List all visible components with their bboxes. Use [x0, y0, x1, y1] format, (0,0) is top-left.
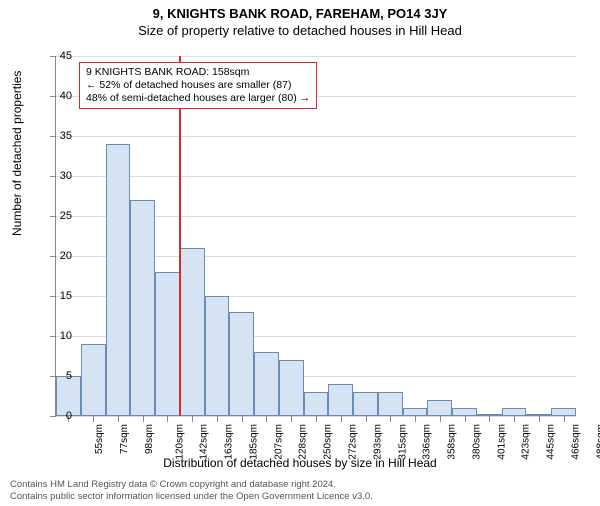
x-tick [366, 416, 367, 422]
histogram-bar [180, 248, 205, 416]
x-tick-label: 228sqm [298, 424, 309, 460]
footer-line-2: Contains public sector information licen… [10, 491, 373, 502]
x-tick [167, 416, 168, 422]
y-tick-label: 40 [42, 90, 72, 102]
histogram-bar [279, 360, 304, 416]
x-tick [514, 416, 515, 422]
annotation-line: 48% of semi-detached houses are larger (… [86, 92, 310, 105]
x-tick [192, 416, 193, 422]
histogram-bar [378, 392, 403, 416]
annotation-line: ← 52% of detached houses are smaller (87… [86, 79, 310, 92]
histogram-bar [106, 144, 131, 416]
plot-area [55, 56, 576, 417]
x-tick [465, 416, 466, 422]
marker-line [179, 56, 181, 416]
x-tick [143, 416, 144, 422]
x-tick-label: 358sqm [447, 424, 458, 460]
histogram-bar [502, 408, 527, 416]
histogram-bar [353, 392, 378, 416]
grid-line [56, 56, 576, 57]
chart-area: 55sqm77sqm98sqm120sqm142sqm163sqm185sqm2… [55, 56, 575, 416]
x-tick-label: 185sqm [249, 424, 260, 460]
y-tick-label: 5 [42, 370, 72, 382]
x-tick-label: 207sqm [273, 424, 284, 460]
x-tick-label: 272sqm [348, 424, 359, 460]
grid-line [56, 136, 576, 137]
x-tick-label: 466sqm [570, 424, 581, 460]
y-tick-label: 45 [42, 50, 72, 62]
annotation-box: 9 KNIGHTS BANK ROAD: 158sqm← 52% of deta… [79, 62, 317, 109]
x-tick [266, 416, 267, 422]
x-tick [242, 416, 243, 422]
y-tick-label: 35 [42, 130, 72, 142]
x-tick-label: 380sqm [471, 424, 482, 460]
attribution-footer: Contains HM Land Registry data © Crown c… [10, 479, 373, 502]
y-tick-label: 25 [42, 210, 72, 222]
histogram-bar [427, 400, 452, 416]
x-tick-label: 315sqm [397, 424, 408, 460]
x-tick [390, 416, 391, 422]
x-tick-label: 445sqm [546, 424, 557, 460]
chart-container: 9, KNIGHTS BANK ROAD, FAREHAM, PO14 3JY … [0, 6, 600, 506]
histogram-bar [130, 200, 155, 416]
x-tick-label: 336sqm [422, 424, 433, 460]
histogram-bar [155, 272, 180, 416]
x-tick [539, 416, 540, 422]
y-tick-label: 10 [42, 330, 72, 342]
x-tick-label: 120sqm [174, 424, 185, 460]
x-tick-label: 142sqm [199, 424, 210, 460]
x-tick-label: 423sqm [521, 424, 532, 460]
histogram-bar [403, 408, 428, 416]
x-tick-label: 55sqm [94, 424, 105, 454]
y-tick-label: 15 [42, 290, 72, 302]
x-tick [316, 416, 317, 422]
x-tick [291, 416, 292, 422]
x-tick [341, 416, 342, 422]
y-axis-title: Number of detached properties [10, 71, 24, 236]
histogram-bar [205, 296, 230, 416]
x-tick [93, 416, 94, 422]
x-tick-label: 293sqm [372, 424, 383, 460]
x-tick [217, 416, 218, 422]
footer-line-1: Contains HM Land Registry data © Crown c… [10, 479, 373, 490]
x-tick-label: 98sqm [144, 424, 155, 454]
x-tick-label: 163sqm [224, 424, 235, 460]
annotation-line: 9 KNIGHTS BANK ROAD: 158sqm [86, 66, 310, 79]
page-title: 9, KNIGHTS BANK ROAD, FAREHAM, PO14 3JY [0, 6, 600, 21]
y-tick-label: 0 [42, 410, 72, 422]
x-tick [118, 416, 119, 422]
x-tick-label: 77sqm [119, 424, 130, 454]
x-tick [440, 416, 441, 422]
x-tick-label: 401sqm [496, 424, 507, 460]
x-tick [564, 416, 565, 422]
histogram-bar [229, 312, 254, 416]
histogram-bar [452, 408, 477, 416]
histogram-bar [551, 408, 576, 416]
grid-line [56, 176, 576, 177]
x-tick [415, 416, 416, 422]
histogram-bar [304, 392, 329, 416]
y-tick-label: 20 [42, 250, 72, 262]
page-subtitle: Size of property relative to detached ho… [0, 23, 600, 38]
x-tick-label: 250sqm [323, 424, 334, 460]
y-tick-label: 30 [42, 170, 72, 182]
histogram-bar [81, 344, 106, 416]
histogram-bar [254, 352, 279, 416]
x-tick [489, 416, 490, 422]
x-tick-label: 488sqm [595, 424, 600, 460]
x-axis-title: Distribution of detached houses by size … [0, 456, 600, 470]
histogram-bar [328, 384, 353, 416]
